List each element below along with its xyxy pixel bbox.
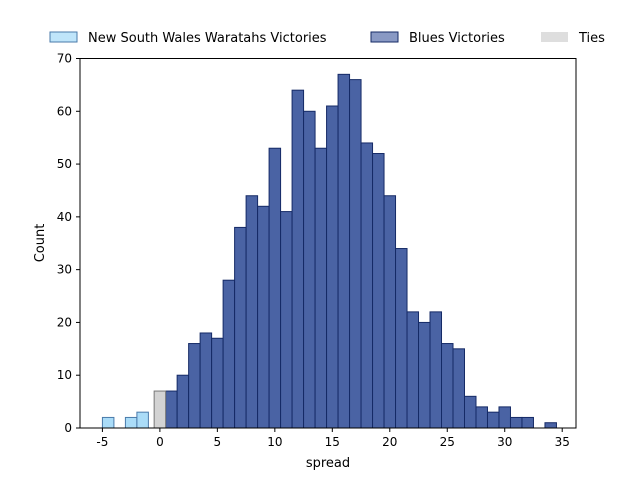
legend-label: Blues Victories (409, 31, 505, 46)
bar-s1-b0 (165, 390, 178, 429)
bar-s1-b20 (395, 248, 408, 429)
bar-s1-b12 (303, 110, 316, 429)
y-tick-label: 50 (57, 157, 72, 171)
bar-s1-b28 (486, 411, 500, 429)
bar-s1-b24 (441, 343, 454, 429)
y-axis: 0 10 20 30 40 50 60 70 (57, 52, 80, 435)
bar-s1-b9 (268, 147, 282, 429)
x-tick-label: 35 (555, 435, 570, 449)
legend-swatch (370, 31, 399, 43)
bar-s2-b0 (153, 390, 167, 429)
y-tick-label: 40 (57, 210, 72, 224)
bar-s1-b8 (257, 205, 270, 429)
legend-swatch (49, 31, 78, 43)
bar-s1-b11 (291, 89, 305, 429)
bar-s1-b31 (521, 416, 534, 429)
bar-s1-b3 (199, 332, 213, 429)
bar-s1-b29 (498, 406, 511, 429)
y-tick-label: 60 (57, 104, 72, 118)
x-axis-label: spread (306, 456, 350, 471)
x-tick-label: -5 (96, 435, 108, 449)
y-tick-label: 30 (57, 263, 72, 277)
x-axis: -5 0 5 10 15 20 25 30 35 (96, 428, 570, 449)
x-tick-label: 15 (325, 435, 340, 449)
x-tick-label: 30 (497, 435, 512, 449)
bar-s0-b0 (101, 416, 115, 429)
bar-s0-b2 (136, 411, 149, 429)
bar-s1-b23 (429, 311, 443, 429)
bar-s1-b4 (211, 337, 224, 429)
legend-label: New South Wales Waratahs Victories (88, 31, 327, 46)
bar-s1-b13 (314, 147, 328, 429)
bar-s1-b14 (326, 105, 339, 429)
y-tick-label: 0 (64, 421, 72, 435)
y-tick-label: 20 (57, 315, 72, 329)
x-tick-label: 20 (382, 435, 397, 449)
bar-s0-b1 (124, 416, 138, 429)
bar-s1-b6 (234, 226, 247, 429)
bar-s1-b5 (222, 279, 236, 429)
bar-s1-b15 (337, 73, 351, 429)
plot-area-frame (79, 58, 577, 429)
bar-s1-b21 (406, 311, 420, 429)
bar-s1-b19 (383, 195, 397, 429)
bar-s1-b26 (464, 395, 477, 429)
x-tick-label: 0 (156, 435, 164, 449)
bar-s1-b18 (372, 153, 385, 429)
bar-s1-b7 (245, 195, 259, 429)
bars (101, 73, 557, 429)
bar-s1-b16 (349, 79, 362, 429)
bar-s1-b30 (509, 416, 523, 429)
bar-s1-b25 (452, 348, 466, 429)
y-axis-label: Count (33, 224, 48, 263)
x-tick-label: 10 (267, 435, 282, 449)
x-tick-label: 25 (440, 435, 455, 449)
bar-s1-b10 (280, 211, 293, 429)
legend-label: Ties (578, 31, 605, 46)
x-tick-label: 5 (214, 435, 222, 449)
y-tick-label: 70 (57, 52, 72, 66)
y-tick-label: 10 (57, 368, 72, 382)
legend: New South Wales Waratahs Victories Blues … (49, 31, 605, 46)
bar-s1-b27 (475, 406, 488, 429)
bar-s1-b17 (360, 142, 374, 429)
bar-s1-b1 (176, 374, 190, 429)
bar-s1-b2 (188, 343, 201, 429)
bar-s1-b22 (418, 321, 431, 429)
bar-s1-b32 (544, 422, 557, 429)
legend-swatch (541, 32, 568, 42)
